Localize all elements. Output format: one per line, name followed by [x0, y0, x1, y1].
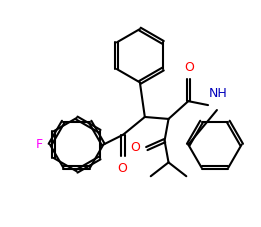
Text: O: O [130, 141, 140, 154]
Text: NH: NH [209, 87, 228, 100]
Text: F: F [36, 138, 43, 151]
Text: O: O [117, 162, 127, 175]
Text: O: O [184, 61, 194, 74]
